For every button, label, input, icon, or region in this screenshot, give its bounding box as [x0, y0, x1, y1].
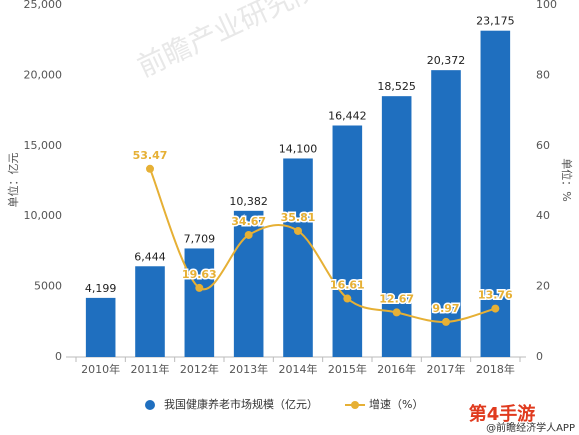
y-tick-label: 10,000 [24, 209, 63, 222]
y-tick-label: 25,000 [24, 0, 63, 11]
line-marker [491, 304, 500, 313]
bar-value-label: 18,525 [377, 80, 416, 93]
bar [431, 70, 461, 358]
y-tick-label: 15,000 [24, 139, 63, 152]
bar [85, 297, 116, 357]
legend-label: 我国健康养老市场规模（亿元） [164, 397, 318, 411]
line-marker [294, 226, 302, 235]
y2-tick-label: 0 [536, 350, 543, 363]
line-value-label: 9.97 [432, 302, 459, 315]
bar [332, 125, 363, 357]
legend-swatch [145, 400, 155, 410]
x-tick-label: 2010年 [81, 362, 120, 376]
bar-value-label: 23,175 [476, 15, 515, 28]
x-tick-label: 2012年 [180, 362, 219, 376]
bar [381, 96, 412, 357]
line-value-label: 12.67 [379, 292, 414, 305]
bar [135, 266, 165, 357]
y2-tick-label: 60 [536, 139, 550, 152]
line-value-label: 19.63 [182, 268, 217, 281]
line-value-label: 35.81 [281, 211, 316, 224]
line-value-label: 13.76 [478, 289, 513, 302]
y2-axis-title: 单位：% [560, 158, 574, 201]
y2-tick-label: 20 [536, 280, 550, 293]
bar-value-label: 14,100 [279, 142, 318, 155]
bar-value-label: 16,442 [328, 109, 367, 122]
x-tick-label: 2013年 [229, 362, 268, 376]
line-marker [146, 164, 154, 173]
x-tick-label: 2015年 [328, 362, 367, 376]
bar [283, 158, 313, 357]
x-tick-label: 2011年 [131, 362, 170, 376]
bar-value-label: 6,444 [134, 250, 166, 263]
bar-value-label: 10,382 [229, 195, 268, 208]
source: @前瞻经济学人APP [486, 421, 575, 434]
line-marker [392, 308, 401, 317]
line-marker [442, 317, 450, 326]
y-axis-title: 单位：亿元 [6, 153, 20, 208]
legend-swatch [351, 401, 359, 409]
line-marker [195, 283, 204, 292]
bar-value-label: 4,199 [85, 282, 117, 295]
bar-value-label: 20,372 [427, 54, 466, 67]
y2-tick-label: 40 [536, 209, 550, 222]
bar-value-label: 7,709 [184, 232, 216, 245]
bar [184, 248, 215, 357]
line-marker [244, 230, 253, 239]
bar [480, 30, 511, 358]
y-tick-label: 0 [55, 350, 62, 363]
y-tick-label: 20,000 [24, 68, 63, 81]
legend-label: 增速（%） [369, 397, 423, 411]
line-value-label: 53.47 [133, 149, 168, 162]
y2-tick-label: 80 [536, 68, 550, 81]
line-value-label: 34.67 [231, 215, 266, 228]
x-tick-label: 2016年 [377, 362, 416, 376]
y2-tick-label: 100 [536, 0, 557, 11]
x-tick-label: 2017年 [427, 362, 466, 376]
watermark: 前瞻产业研究院 [132, 0, 324, 84]
badge: 第4手游 [469, 403, 536, 425]
line-marker [343, 294, 352, 303]
x-tick-label: 2018年 [476, 362, 515, 376]
line-value-label: 16.61 [330, 279, 365, 292]
y-tick-label: 5000 [34, 280, 62, 293]
x-tick-label: 2014年 [279, 362, 318, 376]
